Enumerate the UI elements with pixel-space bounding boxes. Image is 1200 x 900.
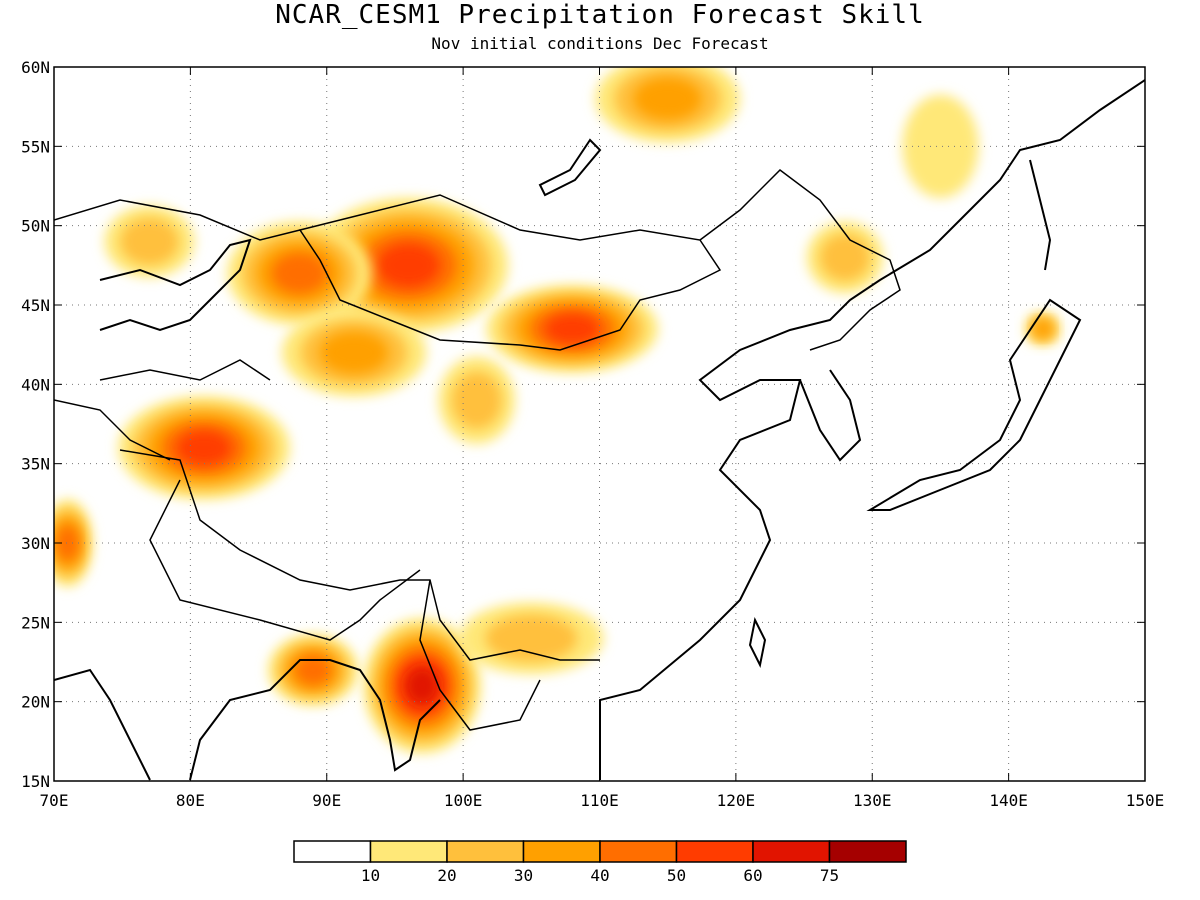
- lat-tick-label: 45N: [21, 296, 50, 315]
- caspian-aral-coast: [99, 238, 252, 332]
- lon-tick-label: 150E: [1126, 791, 1165, 810]
- skill-contour-region-7-level-4: [294, 654, 332, 685]
- colorbar-swatch: [752, 840, 831, 863]
- coastline-korea: [799, 369, 862, 462]
- lon-tick-label: 110E: [580, 791, 619, 810]
- lon-tick-label: 130E: [853, 791, 892, 810]
- skill-contour-region-4-level-5: [176, 430, 232, 466]
- skill-contour-region-8-level-4: [56, 525, 79, 561]
- coastline-sakhalin: [1029, 159, 1052, 271]
- lon-tick-label: 120E: [717, 791, 756, 810]
- colorbar-label: 30: [514, 866, 533, 885]
- skill-contour-region-5-level-6: [404, 666, 440, 706]
- lat-tick-label: 50N: [21, 217, 50, 236]
- map-title: NCAR_CESM1 Precipitation Forecast Skill: [275, 0, 925, 30]
- border-mongolia: [298, 194, 722, 351]
- skill-contour-region-2-level-4: [271, 252, 328, 294]
- lat-tick-label: 20N: [21, 693, 50, 712]
- skill-contour-region-13-level-2: [485, 614, 578, 662]
- colorbar-label: 20: [437, 866, 456, 885]
- skill-contour-region-14-level-2: [120, 218, 179, 266]
- lon-tick-label: 90E: [312, 791, 341, 810]
- skill-field: [54, 67, 1061, 754]
- lat-tick-label: 40N: [21, 375, 50, 394]
- lat-tick-label: 60N: [21, 58, 50, 77]
- lat-tick-label: 55N: [21, 137, 50, 156]
- colorbar-label: 10: [361, 866, 380, 885]
- axis-ticks: 70E 80E 90E 100E 110E 120E 130E 140E 150E 15N 20N 2…: [21, 58, 1164, 810]
- border-indochina: [419, 579, 541, 731]
- coastline-japan: [866, 298, 1082, 511]
- lat-tick-label: 15N: [21, 772, 50, 791]
- colorbar-swatch: [522, 840, 601, 863]
- gridlines: [54, 67, 1145, 781]
- skill-contour-region-10-level-1: [902, 94, 979, 198]
- colorbar-label: 60: [743, 866, 762, 885]
- skill-contour-region-15-level-3: [1032, 319, 1053, 339]
- lon-tick-label: 80E: [176, 791, 205, 810]
- colorbar-swatch: [369, 840, 448, 863]
- skill-contour-region-1-level-5: [377, 243, 440, 288]
- lat-tick-label: 25N: [21, 613, 50, 632]
- colorbar-label: 50: [667, 866, 686, 885]
- colorbar-swatch: [828, 840, 907, 863]
- skill-contour-region-3-level-5: [544, 313, 600, 345]
- lake-baikal: [538, 138, 602, 197]
- colorbar-swatch: [599, 840, 678, 863]
- colorbar: 10 20 30 40 50 60 75: [293, 840, 907, 885]
- coastline-east-asia: [599, 79, 1145, 780]
- skill-contour-region-11-level-3: [319, 330, 389, 375]
- skill-contour-region-6-level-3: [633, 77, 702, 121]
- colorbar-swatch: [675, 840, 754, 863]
- colorbar-swatch: [446, 840, 525, 863]
- colorbar-label: 75: [820, 866, 839, 885]
- skill-contour-region-12-level-2: [451, 371, 502, 429]
- colorbar-swatch: [293, 840, 372, 863]
- border-china-south: [119, 449, 600, 661]
- lat-tick-label: 35N: [21, 455, 50, 474]
- skill-contour-region-9-level-2: [819, 233, 870, 281]
- map-subtitle: Nov initial conditions Dec Forecast: [431, 34, 769, 53]
- lat-tick-label: 30N: [21, 534, 50, 553]
- lon-tick-label: 140E: [989, 791, 1028, 810]
- coastline-south-asia: [54, 659, 441, 781]
- colorbar-label: 40: [590, 866, 609, 885]
- border-central-asia: [54, 199, 301, 461]
- coastlines-and-borders: [54, 79, 1145, 781]
- lon-tick-label: 70E: [40, 791, 69, 810]
- border-russia-china-ne: [699, 169, 901, 351]
- lon-tick-label: 100E: [444, 791, 483, 810]
- border-tibet-india: [149, 479, 421, 641]
- coastline-taiwan: [748, 616, 767, 669]
